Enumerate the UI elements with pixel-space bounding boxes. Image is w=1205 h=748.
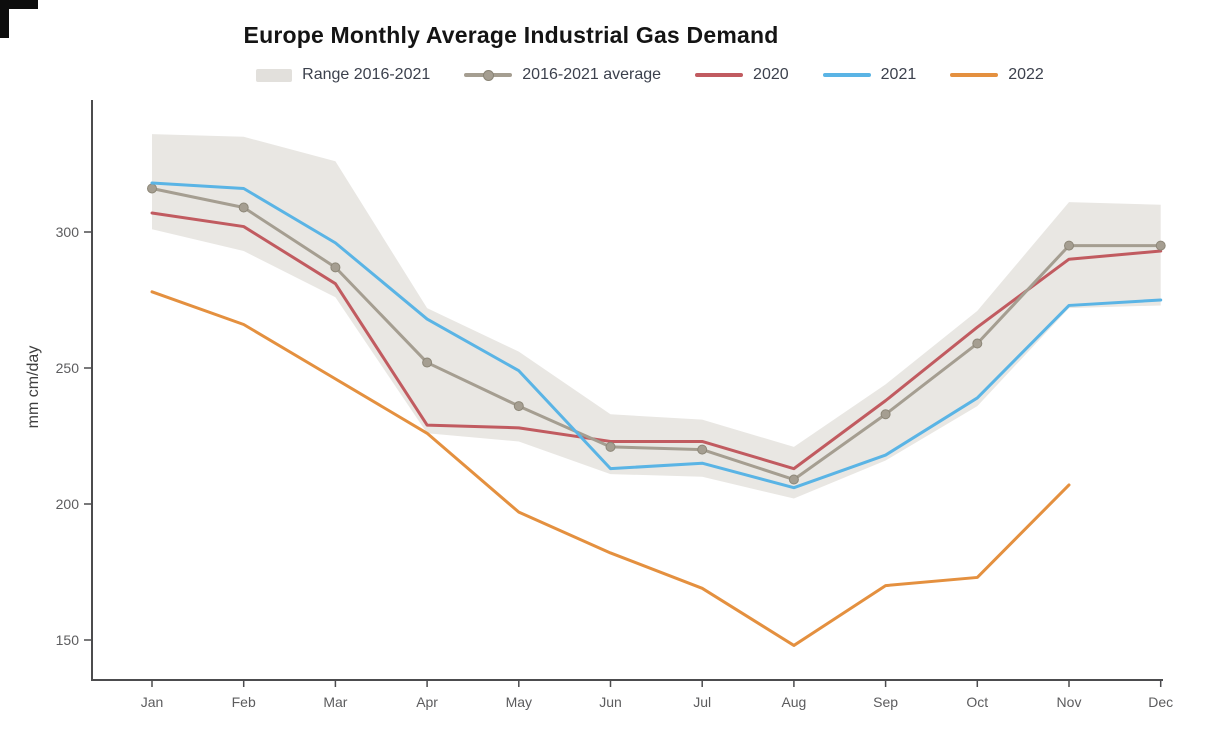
axis-lines [91,100,1163,681]
y-tick-label: 250 [56,360,80,376]
x-tick-label: Oct [966,694,988,710]
legend-swatch-icon [256,68,293,82]
legend-swatch-icon [950,73,999,77]
legend-item-2022: 2022 [950,66,1044,84]
x-tick-label: Dec [1148,694,1173,710]
y-tick-label: 150 [56,632,80,648]
range-band [152,134,1161,499]
x-tick-label: Jan [141,694,164,710]
chart-title: Europe Monthly Average Industrial Gas De… [243,22,779,48]
x-tick-label: Jul [693,694,711,710]
screen-corner-mark [0,0,38,38]
legend-label: 2022 [1008,66,1044,83]
x-tick-label: Aug [781,694,806,710]
y-tick-label: 300 [56,224,80,240]
legend-label: 2020 [753,66,789,83]
legend-item-2016-2021-average: 2016-2021 average [464,66,661,84]
series-2021 [150,181,1163,490]
series-2022 [150,290,1071,647]
x-tick-label: Apr [416,694,438,710]
legend-swatch-icon [822,73,871,77]
legend-label: 2016-2021 average [522,66,662,83]
x-tick-label: Mar [323,694,347,710]
x-tick-label: Feb [232,694,256,710]
legend-item-range-2016-2021: Range 2016-2021 [256,66,430,84]
y-tick-label: 200 [56,496,80,512]
x-tick-label: Sep [873,694,898,710]
legend-item-2021: 2021 [822,66,917,84]
x-tick-label: May [506,694,532,710]
legend-swatch-icon [695,73,744,77]
legend-label: Range 2016-2021 [302,66,431,83]
x-tick-label: Jun [599,694,622,710]
chart-legend: Range 2016-2021 2016-2021 average 2020 2021… [95,62,1205,88]
legend-item-2020: 2020 [695,66,789,84]
series-2016-2021-average [147,183,1166,485]
x-tick-label: Nov [1057,694,1082,710]
legend-label: 2021 [880,66,917,83]
series-2020 [150,211,1163,471]
legend-swatch-icon [464,69,513,81]
